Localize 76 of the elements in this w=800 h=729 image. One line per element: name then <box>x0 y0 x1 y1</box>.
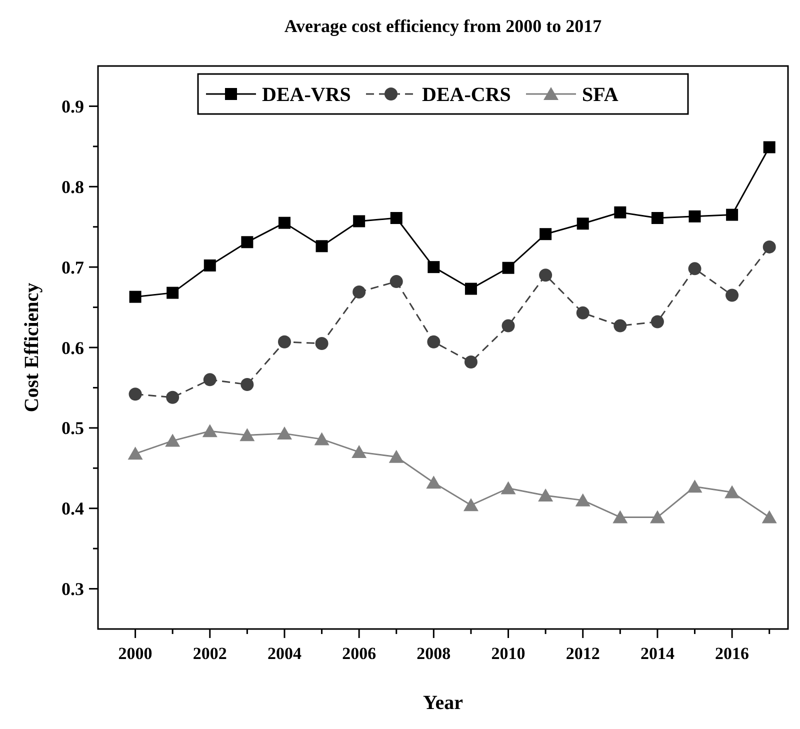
point <box>427 335 440 348</box>
y-tick-label: 0.8 <box>62 176 84 197</box>
point <box>464 282 477 295</box>
point <box>276 426 292 440</box>
point <box>612 510 628 524</box>
point <box>688 262 702 276</box>
point <box>166 390 180 404</box>
x-tick-label: 2016 <box>715 644 750 663</box>
y-tick-label: 0.5 <box>62 418 84 438</box>
point <box>314 432 330 446</box>
point <box>240 428 255 442</box>
x-tick-label: 2002 <box>192 644 227 663</box>
point <box>390 275 403 288</box>
x-tick-label: 2000 <box>118 644 152 663</box>
chart-title: Average cost efficiency from 2000 to 2017 <box>284 16 602 36</box>
y-tick-label: 0.4 <box>62 498 84 519</box>
x-tick-label: 2004 <box>267 644 302 663</box>
point <box>650 315 664 328</box>
point <box>538 488 554 502</box>
point <box>128 388 142 401</box>
point <box>203 373 216 386</box>
point <box>315 336 328 350</box>
point <box>240 378 254 391</box>
point <box>763 141 776 154</box>
point <box>428 261 440 274</box>
point <box>128 446 143 460</box>
point <box>762 510 777 524</box>
point <box>576 306 590 320</box>
point <box>502 262 514 274</box>
point <box>241 236 254 248</box>
point <box>463 498 478 512</box>
point <box>129 290 142 303</box>
point <box>687 480 702 493</box>
point <box>726 288 739 302</box>
x-tick-label: 2012 <box>566 644 600 663</box>
point <box>388 450 404 463</box>
point <box>614 206 626 218</box>
y-tick-label: 0.6 <box>62 338 84 358</box>
point <box>614 319 627 332</box>
point <box>204 259 216 272</box>
x-tick-label: 2014 <box>640 644 675 663</box>
point <box>651 212 664 224</box>
point <box>724 485 740 498</box>
legend-label: SFA <box>582 84 619 106</box>
legend-label: DEA-VRS <box>262 84 351 106</box>
y-tick-label: 0.9 <box>62 96 84 117</box>
point <box>539 268 552 282</box>
point <box>726 208 738 221</box>
point <box>353 215 366 228</box>
point <box>762 240 776 254</box>
point <box>500 481 516 494</box>
x-tick-label: 2006 <box>342 644 376 663</box>
x-tick-label: 2008 <box>416 644 451 663</box>
point <box>502 319 515 332</box>
y-axis-title: Cost Efficiency <box>21 282 43 412</box>
point <box>278 335 291 348</box>
point <box>426 476 442 489</box>
point <box>202 424 218 438</box>
point <box>540 228 552 240</box>
point <box>278 216 290 229</box>
point <box>575 493 590 506</box>
point <box>576 218 589 230</box>
x-axis-title: Year <box>423 692 464 714</box>
legend-label: DEA-CRS <box>422 84 511 106</box>
point <box>390 212 402 224</box>
y-tick-label: 0.7 <box>62 257 84 278</box>
point <box>650 510 665 524</box>
point <box>464 355 478 368</box>
point <box>352 286 366 299</box>
point <box>352 445 367 458</box>
y-tick-label: 0.3 <box>62 579 84 600</box>
point <box>688 210 701 222</box>
point <box>166 286 179 299</box>
point <box>165 434 180 447</box>
x-tick-label: 2010 <box>491 644 526 663</box>
point <box>316 240 328 252</box>
